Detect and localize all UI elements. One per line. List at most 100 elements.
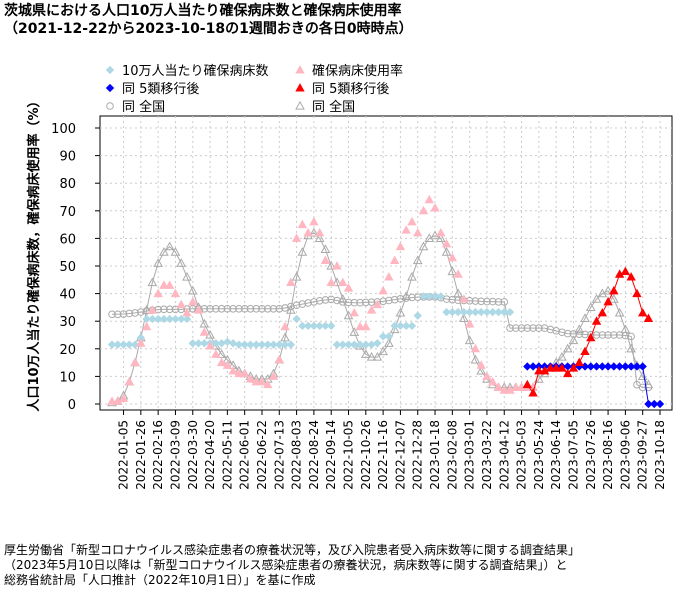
data-point-beds_ibaraki — [153, 314, 163, 324]
data-point-usage_national — [453, 288, 463, 298]
data-point-beds_ibaraki — [177, 314, 186, 324]
data-point-usage_national — [164, 241, 175, 251]
data-point-usage_ibaraki_5 — [551, 363, 561, 372]
data-point-usage_ibaraki — [245, 374, 256, 383]
data-point-usage_ibaraki — [424, 194, 434, 204]
x-tick-label: 2022-02-16 — [151, 420, 165, 490]
data-point-beds_national — [356, 298, 364, 307]
data-point-usage_ibaraki_5 — [545, 363, 556, 372]
data-point-usage_ibaraki — [234, 368, 244, 378]
data-point-usage_ibaraki — [395, 241, 406, 251]
data-point-usage_ibaraki — [297, 219, 308, 229]
data-point-beds_national — [511, 324, 520, 332]
data-point-usage_ibaraki — [182, 307, 192, 317]
data-point-usage_national — [309, 227, 319, 237]
data-point-beds_ibaraki — [171, 314, 180, 324]
data-point-usage_ibaraki — [407, 216, 417, 226]
data-point-beds_national — [217, 304, 226, 313]
data-point-usage_national — [626, 343, 637, 353]
x-tick-label: 2022-06-01 — [238, 420, 252, 490]
series-beds_national — [108, 293, 653, 392]
y-axis-label: 人口10万人当たり確保病床数，確保病床使用率（%） — [26, 94, 42, 411]
source-line-3: 総務省統計局「人口推計（2022年10月1日）」を基に作成 — [4, 573, 316, 587]
data-point-beds_ibaraki — [419, 292, 428, 301]
data-point-beds_national — [396, 295, 405, 303]
data-point-usage_ibaraki — [447, 252, 458, 262]
data-point-beds_ibaraki_5 — [603, 362, 613, 371]
data-point-usage_national — [637, 371, 648, 380]
data-point-usage_national — [372, 351, 383, 361]
x-tick-label: 2022-12-28 — [411, 420, 425, 490]
data-point-beds_ibaraki — [263, 340, 272, 349]
x-tick-label: 2022-03-09 — [168, 420, 182, 490]
data-point-usage_ibaraki — [147, 305, 158, 314]
data-point-usage_ibaraki_5 — [643, 313, 654, 322]
data-point-usage_national — [147, 277, 158, 287]
legend-label: 同 全国 — [122, 99, 165, 115]
data-point-beds_ibaraki — [113, 340, 122, 349]
x-tick-label: 2023-05-24 — [532, 420, 546, 490]
data-point-usage_ibaraki — [170, 288, 181, 298]
data-point-beds_national — [315, 296, 324, 305]
data-point-beds_ibaraki — [119, 340, 128, 349]
data-point-beds_ibaraki — [355, 340, 365, 349]
data-point-beds_national — [188, 304, 197, 313]
data-point-usage_national — [476, 365, 487, 375]
data-point-beds_national — [240, 304, 249, 313]
data-point-beds_ibaraki_5 — [638, 362, 647, 371]
data-point-usage_ibaraki — [211, 349, 221, 358]
data-point-usage_national — [285, 305, 296, 314]
series-usage_ibaraki — [107, 194, 538, 405]
data-point-usage_ibaraki — [141, 321, 152, 331]
data-point-beds_ibaraki — [505, 307, 515, 317]
legend-marker-beds_national — [106, 102, 114, 110]
data-point-beds_national — [258, 304, 266, 313]
data-point-beds_ibaraki — [286, 340, 295, 349]
data-point-usage_national — [182, 271, 192, 281]
source-note: 厚生労働省「新型コロナウイルス感染症患者の療養状況等，及び入院患者受入病床数等に… — [4, 543, 580, 588]
data-point-beds_national — [206, 304, 214, 313]
x-tick-label: 2022-08-24 — [307, 420, 321, 490]
data-point-usage_national — [401, 291, 412, 300]
legend-marker-usage_ibaraki_5 — [295, 83, 305, 92]
data-point-usage_ibaraki — [511, 382, 521, 391]
data-point-usage_national — [216, 349, 227, 358]
data-point-beds_ibaraki — [413, 311, 422, 320]
data-point-usage_ibaraki — [216, 357, 227, 367]
data-point-beds_national — [333, 296, 341, 305]
data-point-beds_ibaraki — [298, 321, 307, 331]
data-point-usage_ibaraki — [401, 225, 411, 234]
data-point-beds_ibaraki_5 — [586, 362, 595, 371]
data-point-beds_national — [154, 305, 162, 314]
data-point-beds_national — [558, 328, 566, 337]
data-point-beds_ibaraki — [338, 340, 347, 349]
data-point-beds_ibaraki — [471, 307, 480, 317]
data-point-usage_ibaraki_5 — [580, 346, 590, 356]
data-point-beds_national — [171, 305, 180, 314]
legend-label: 同 5類移行後 — [122, 82, 199, 97]
data-point-beds_ibaraki_5 — [598, 362, 607, 371]
data-point-beds_national — [223, 304, 232, 313]
chart-title: 茨城県における人口10万人当たり確保病床数と確保病床使用率 — [4, 3, 402, 19]
data-point-beds_ibaraki — [477, 307, 486, 317]
y-tick-label: 80 — [59, 177, 76, 192]
x-tick-label: 2022-11-16 — [376, 420, 390, 490]
data-point-usage_ibaraki — [320, 255, 331, 264]
data-point-beds_national — [477, 297, 485, 306]
data-point-beds_ibaraki_5 — [615, 362, 624, 371]
data-point-usage_ibaraki — [343, 283, 354, 292]
data-point-beds_national — [113, 310, 122, 319]
data-point-usage_national — [291, 271, 302, 281]
y-tick-label: 20 — [59, 343, 76, 358]
data-point-usage_ibaraki — [176, 299, 186, 309]
legend-marker-usage_ibaraki — [295, 65, 305, 74]
data-point-usage_ibaraki — [188, 296, 198, 306]
data-point-usage_ibaraki — [228, 365, 238, 375]
data-point-beds_ibaraki — [303, 321, 313, 331]
data-point-beds_national — [246, 304, 255, 313]
data-point-beds_ibaraki — [367, 340, 376, 349]
data-point-usage_ibaraki_5 — [638, 307, 648, 317]
y-tick-label: 30 — [59, 315, 76, 330]
data-point-usage_ibaraki_5 — [563, 368, 573, 378]
data-point-usage_national — [314, 233, 325, 242]
